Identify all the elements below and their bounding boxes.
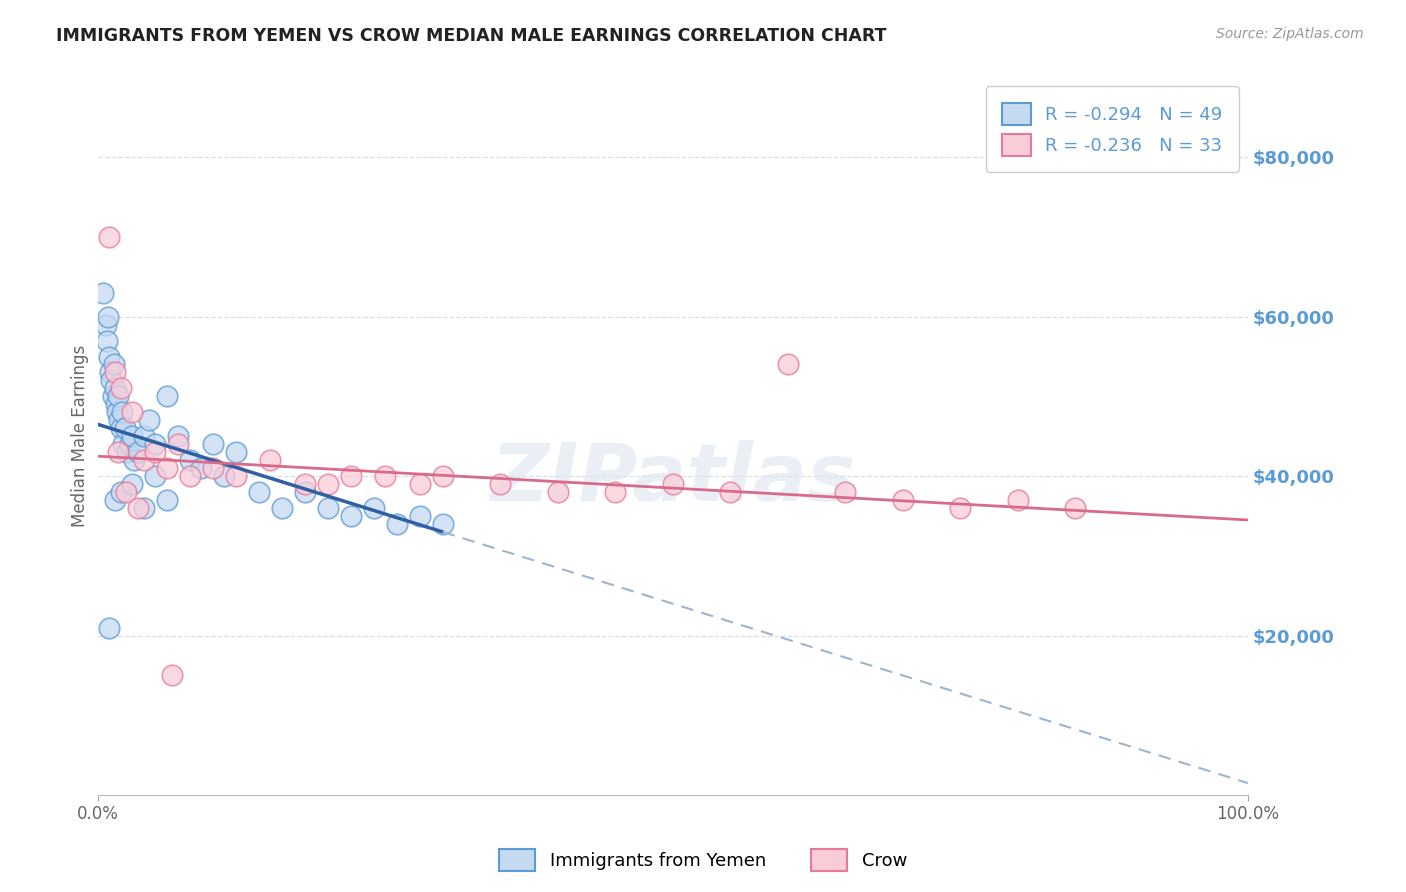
Point: [179, 469, 201, 483]
Point: [143, 445, 166, 459]
Point: [891, 493, 914, 508]
Point: [190, 461, 212, 475]
Point: [155, 493, 177, 508]
Point: [605, 485, 627, 500]
Point: [270, 501, 292, 516]
Point: [489, 477, 512, 491]
Point: [132, 453, 155, 467]
Point: [110, 485, 132, 500]
Point: [100, 373, 122, 387]
Point: [225, 469, 247, 483]
Point: [155, 461, 177, 475]
Point: [374, 469, 396, 483]
Point: [385, 516, 408, 531]
Point: [132, 429, 155, 443]
Point: [294, 477, 316, 491]
Point: [104, 493, 127, 508]
Point: [143, 437, 166, 451]
Point: [121, 477, 143, 491]
Point: [316, 477, 339, 491]
Point: [94, 318, 117, 332]
Point: [91, 285, 114, 300]
Point: [1064, 501, 1087, 516]
Text: IMMIGRANTS FROM YEMEN VS CROW MEDIAN MALE EARNINGS CORRELATION CHART: IMMIGRANTS FROM YEMEN VS CROW MEDIAN MAL…: [56, 27, 887, 45]
Legend: R = -0.294   N = 49, R = -0.236   N = 33: R = -0.294 N = 49, R = -0.236 N = 33: [986, 87, 1239, 172]
Point: [408, 508, 430, 523]
Point: [98, 366, 121, 380]
Point: [162, 668, 184, 682]
Point: [127, 445, 149, 459]
Point: [104, 397, 127, 411]
Point: [339, 508, 361, 523]
Point: [143, 469, 166, 483]
Point: [108, 413, 131, 427]
Point: [121, 429, 143, 443]
Point: [661, 477, 683, 491]
Point: [718, 485, 741, 500]
Point: [201, 437, 224, 451]
Point: [117, 445, 139, 459]
Point: [111, 405, 134, 419]
Point: [118, 437, 141, 451]
Point: [101, 389, 124, 403]
Point: [339, 469, 361, 483]
Point: [114, 421, 136, 435]
Point: [547, 485, 569, 500]
Point: [110, 381, 132, 395]
Point: [225, 445, 247, 459]
Point: [776, 358, 799, 372]
Point: [98, 230, 121, 244]
Point: [103, 358, 125, 372]
Point: [432, 469, 454, 483]
Point: [316, 501, 339, 516]
Point: [121, 405, 143, 419]
Point: [98, 350, 121, 364]
Point: [104, 366, 127, 380]
Point: [155, 389, 177, 403]
Point: [111, 437, 134, 451]
Point: [167, 429, 190, 443]
Point: [949, 501, 972, 516]
Text: ZIPatlas: ZIPatlas: [491, 441, 855, 518]
Point: [127, 501, 149, 516]
Point: [201, 461, 224, 475]
Point: [110, 421, 132, 435]
Point: [104, 381, 127, 395]
Point: [107, 389, 129, 403]
Point: [167, 437, 190, 451]
Point: [432, 516, 454, 531]
Point: [179, 453, 201, 467]
Point: [212, 469, 235, 483]
Point: [132, 501, 155, 516]
Point: [138, 413, 160, 427]
Point: [834, 485, 856, 500]
Legend: Immigrants from Yemen, Crow: Immigrants from Yemen, Crow: [492, 842, 914, 879]
Point: [259, 453, 281, 467]
Point: [247, 485, 270, 500]
Point: [1007, 493, 1029, 508]
Point: [294, 485, 316, 500]
Point: [363, 501, 385, 516]
Point: [124, 453, 146, 467]
Point: [105, 405, 128, 419]
Point: [96, 334, 118, 348]
Point: [97, 310, 120, 324]
Point: [408, 477, 430, 491]
Point: [115, 485, 138, 500]
Text: Source: ZipAtlas.com: Source: ZipAtlas.com: [1216, 27, 1364, 41]
Point: [107, 445, 129, 459]
Y-axis label: Median Male Earnings: Median Male Earnings: [72, 345, 89, 527]
Point: [98, 621, 121, 635]
